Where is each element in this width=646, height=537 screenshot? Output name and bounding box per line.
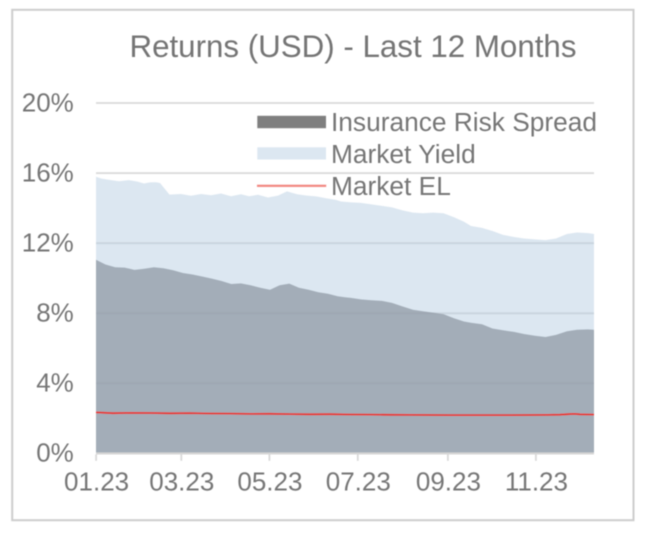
svg-text:0%: 0%: [36, 438, 74, 468]
svg-text:01.23: 01.23: [64, 467, 129, 497]
svg-text:03.23: 03.23: [149, 467, 214, 497]
svg-text:8%: 8%: [36, 298, 74, 328]
svg-text:16%: 16%: [22, 157, 74, 187]
svg-text:4%: 4%: [36, 368, 74, 398]
svg-text:09.23: 09.23: [416, 467, 481, 497]
svg-text:05.23: 05.23: [237, 467, 302, 497]
svg-text:Market Yield: Market Yield: [331, 139, 476, 169]
svg-text:07.23: 07.23: [326, 467, 391, 497]
svg-text:Market EL: Market EL: [331, 171, 451, 201]
svg-text:20%: 20%: [22, 87, 74, 117]
svg-text:Insurance Risk Spread: Insurance Risk Spread: [331, 107, 597, 137]
svg-text:12%: 12%: [22, 228, 74, 258]
svg-text:Returns (USD) - Last 12 Months: Returns (USD) - Last 12 Months: [129, 29, 576, 64]
svg-text:11.23: 11.23: [505, 467, 568, 497]
